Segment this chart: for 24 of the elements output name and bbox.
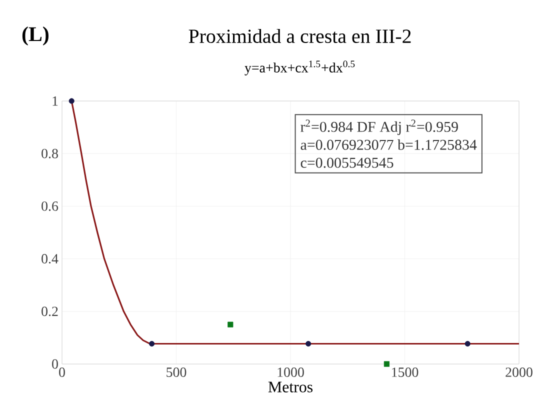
y-tick-label: 0.8 [42,148,58,158]
chart-subtitle: y=a+bx+cx$^{1.5}$+dx$^{0.5}$ [244,60,355,76]
y-tick-label: 0.6 [42,201,58,211]
annotation: a=0.076923077 b=1.1725834 [300,139,477,150]
annotation: r$^{2}$=0.984 DF Adj r$^{2}$=0.959 [300,120,458,135]
y-tick-label: 1 [52,96,58,106]
y-tick-label: 0 [52,359,58,369]
x-tick-label: 2000 [506,368,532,377]
y-tick-label: 0.2 [42,306,58,316]
point [464,340,470,347]
x-tick-label: 0 [59,368,65,377]
x-tick-label: 500 [166,368,186,377]
point [149,340,155,347]
point [306,340,312,347]
x-tick-label: 1000 [278,368,304,377]
text: (L) [22,26,48,46]
x-tick-label: 1500 [392,368,418,377]
point [228,322,234,328]
point [384,361,390,367]
chart-title: Proximidad a cresta en III-2 [188,28,411,43]
annotation: c=0.005549545 [300,158,394,168]
x-axis-title: Metros [268,382,313,392]
point [68,98,74,104]
y-tick-label: 0.4 [42,254,58,264]
